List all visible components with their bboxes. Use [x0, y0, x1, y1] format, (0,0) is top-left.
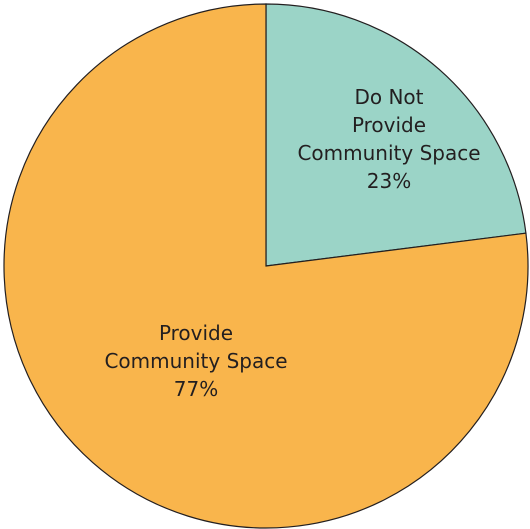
- pie-slice-value-1: 77%: [174, 377, 218, 401]
- pie-slice-label-line-0-1: Provide: [352, 113, 426, 137]
- pie-slice-label-line-0-2: Community Space: [297, 141, 480, 165]
- pie-slice-label-0: Do Not Provide Community Space 23%: [297, 85, 480, 193]
- pie-slice-0: [265, 3, 527, 267]
- pie-slice-label-line-1-1: Community Space: [104, 349, 287, 373]
- pie-slice-1: [3, 3, 529, 529]
- pie-slice-value-0: 23%: [367, 169, 411, 193]
- pie-labels: Do Not Provide Community Space 23% Provide Co…: [104, 85, 480, 401]
- pie-slice-label-line-0-0: Do Not: [354, 85, 423, 109]
- pie-slice-label-line-1-0: Provide: [159, 321, 233, 345]
- pie-slices: [3, 3, 529, 529]
- pie-slice-label-1: Provide Community Space 77%: [104, 321, 287, 401]
